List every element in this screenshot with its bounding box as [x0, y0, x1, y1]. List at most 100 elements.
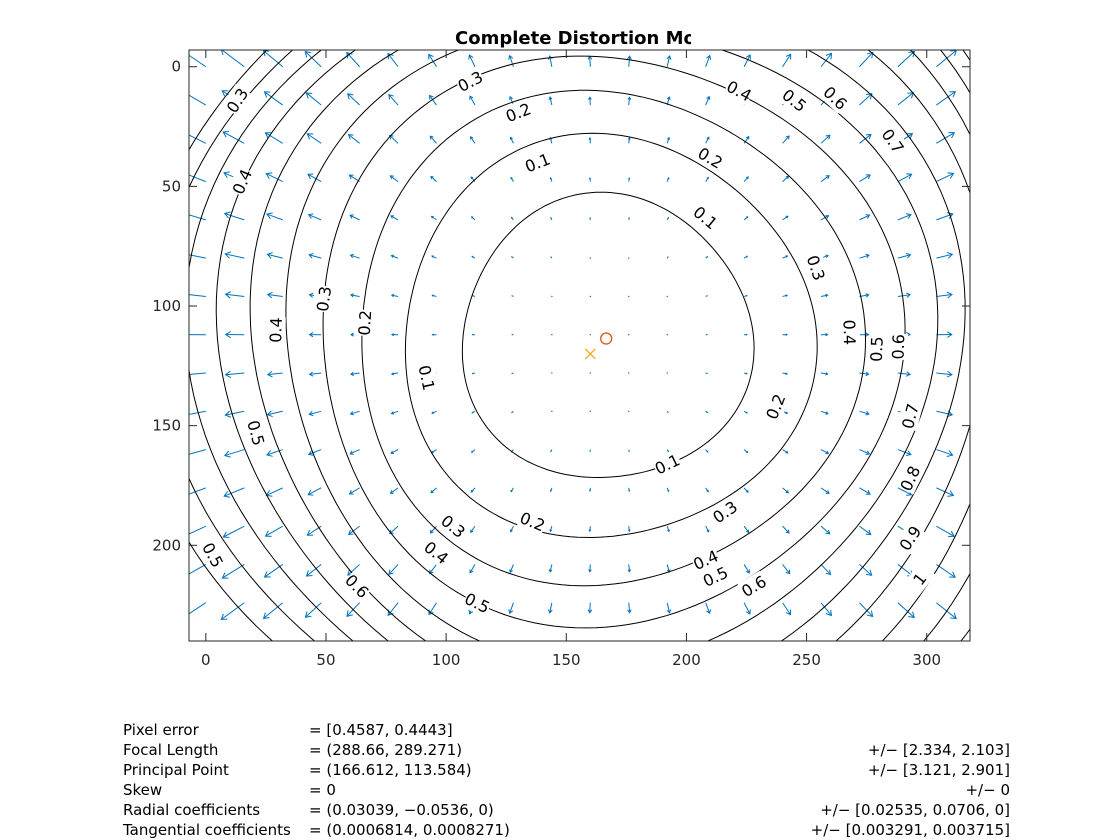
- distortion-arrow: [975, 252, 995, 258]
- distortion-arrow: [666, 256, 669, 259]
- distortion-arrow: [221, 564, 245, 579]
- stat-label: Focal Length: [123, 741, 219, 759]
- distortion-arrow: [508, 602, 514, 615]
- distortion-arrow: [820, 602, 832, 617]
- distortion-arrow: [705, 372, 709, 375]
- distortion-arrow: [589, 216, 591, 220]
- distortion-arrow: [628, 640, 630, 641]
- distortion-arrow: [304, 50, 322, 68]
- distortion-arrow: [897, 50, 916, 68]
- distortion-arrow: [936, 602, 957, 620]
- distortion-arrow: [666, 410, 669, 413]
- contour-label-bg: [221, 83, 253, 117]
- distortion-arrow: [820, 215, 830, 221]
- distortion-arrow: [705, 95, 711, 106]
- distortion-arrow: [588, 136, 592, 144]
- distortion-arrow: [264, 525, 283, 537]
- distortion-arrow: [897, 213, 912, 221]
- distortion-arrow: [349, 293, 360, 298]
- distortion-arrow: [349, 371, 360, 376]
- stat-value: = (0.03039, −0.0536, 0): [309, 801, 494, 819]
- distortion-arrow: [468, 54, 476, 67]
- distortion-arrow: [782, 255, 789, 259]
- distortion-arrow: [975, 292, 994, 298]
- distortion-arrow: [551, 410, 553, 412]
- distortion-arrow: [666, 487, 670, 493]
- distortion-arrow: [705, 333, 708, 336]
- distortion-arrow: [347, 93, 360, 106]
- contour-label-bg: [265, 316, 286, 344]
- distortion-arrow: [189, 254, 206, 259]
- center-markers: [584, 332, 613, 360]
- distortion-arrow: [512, 640, 514, 641]
- distortion-arrow: [743, 487, 749, 493]
- distortion-arrow: [389, 525, 399, 535]
- distortion-arrow: [189, 449, 206, 455]
- distortion-arrow: [666, 372, 668, 374]
- distortion-arrow: [782, 525, 790, 534]
- distortion-arrow: [859, 449, 871, 456]
- distortion-arrow: [859, 602, 874, 618]
- distortion-arrow: [666, 525, 670, 533]
- stat-row: Principal Point = (166.612, 113.584) +/− […: [123, 760, 1010, 780]
- distortion-arrow: [264, 132, 283, 144]
- distortion-arrow: [743, 449, 749, 453]
- contour-label: 0.4: [266, 317, 286, 343]
- distortion-arrow: [587, 602, 593, 614]
- contour-label-bg: [353, 309, 376, 337]
- distortion-arrow: [189, 54, 207, 68]
- distortion-arrow: [936, 172, 955, 183]
- y-tick-label: 100: [152, 297, 181, 315]
- distortion-arrow: [628, 449, 630, 453]
- distortion-arrow: [705, 176, 709, 182]
- distortion-arrow: [265, 172, 283, 183]
- distortion-arrow: [782, 175, 790, 182]
- distortion-arrow: [628, 334, 630, 336]
- distortion-arrow: [975, 331, 994, 337]
- distortion-arrow: [820, 564, 832, 576]
- distortion-arrow: [705, 602, 711, 615]
- distortion-arrow: [705, 54, 712, 67]
- contour-label-bg: [877, 124, 909, 158]
- distortion-arrow: [189, 334, 206, 336]
- contour-label-bg: [694, 142, 727, 173]
- distortion-arrow: [223, 211, 245, 221]
- distortion-arrow: [348, 525, 360, 535]
- distortion-arrow: [666, 216, 669, 221]
- contour-label-bg: [903, 562, 936, 596]
- contour-label-bg: [227, 165, 257, 198]
- stat-label: Tangential coefficients: [123, 821, 291, 839]
- distortion-arrow: [474, 640, 475, 641]
- distortion-arrow: [859, 51, 874, 68]
- stat-label: Skew: [123, 781, 163, 799]
- distortion-arrow: [589, 257, 592, 259]
- distortion-arrow: [743, 176, 749, 182]
- x-tick-label: 100: [432, 651, 461, 669]
- distortion-arrow: [347, 134, 360, 144]
- distortion-arrow: [189, 563, 207, 575]
- distortion-arrow: [743, 564, 750, 574]
- distortion-arrow: [744, 333, 748, 336]
- distortion-arrow: [820, 293, 829, 298]
- distortion-arrow: [388, 93, 399, 106]
- stat-row: Skew = 0 +/− 0: [123, 780, 1010, 800]
- distortion-arrow: [471, 410, 476, 414]
- calibration-stats: Pixel error = [0.4587, 0.4443] Focal Lengt…: [123, 720, 1010, 840]
- distortion-arrow: [589, 640, 591, 641]
- distortion-arrow: [390, 293, 399, 298]
- distortion-arrow: [430, 215, 437, 221]
- distortion-arrow: [510, 487, 514, 493]
- distortion-arrow: [511, 372, 514, 375]
- distortion-arrow: [975, 172, 996, 182]
- contour-label-bg: [461, 588, 494, 618]
- distortion-arrow: [743, 294, 748, 297]
- distortion-arrow: [782, 449, 789, 454]
- distortion-arrow: [936, 449, 954, 457]
- contour-label-bg: [198, 538, 229, 572]
- stat-label: Principal Point: [123, 761, 229, 779]
- contour-label-bg: [887, 333, 909, 360]
- stat-value: = (0.0006814, 0.0008271): [309, 821, 510, 839]
- distortion-arrow: [936, 370, 953, 378]
- distortion-arrow: [975, 371, 994, 377]
- distortion-arrow: [263, 91, 284, 106]
